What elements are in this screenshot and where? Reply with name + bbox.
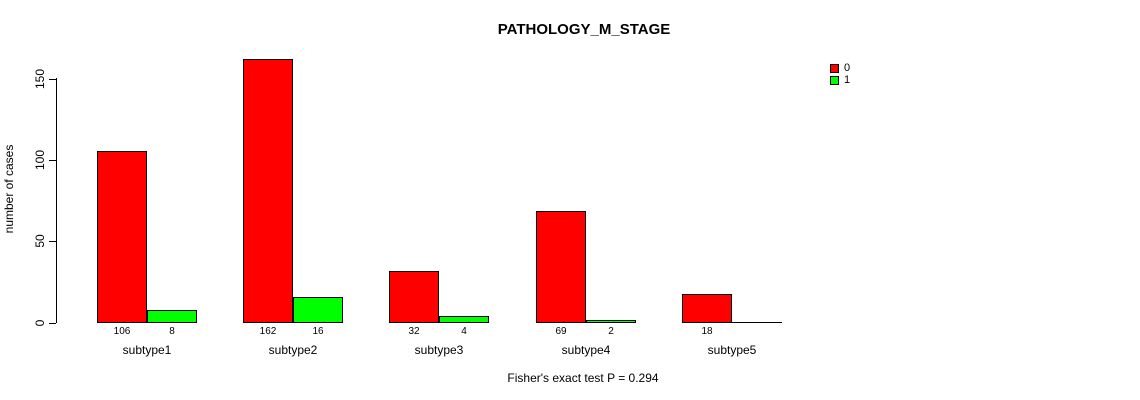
bar-subtype3-series0 bbox=[389, 271, 439, 323]
x-tick-label-subtype5: subtype5 bbox=[707, 343, 757, 357]
y-tick-label-100: 100 bbox=[33, 149, 47, 171]
legend-label: 1 bbox=[844, 74, 851, 86]
legend-label: 0 bbox=[844, 62, 851, 74]
chart-title: PATHOLOGY_M_STAGE bbox=[497, 21, 671, 38]
bar-count-label-subtype1-series1: 8 bbox=[169, 326, 175, 337]
y-tick-150 bbox=[49, 79, 56, 80]
bar-subtype4-series1 bbox=[586, 320, 636, 323]
bar-count-label-subtype2-series0: 162 bbox=[259, 326, 277, 337]
y-axis-line bbox=[56, 78, 57, 323]
y-tick-50 bbox=[49, 241, 56, 242]
bar-count-label-subtype3-series1: 4 bbox=[461, 326, 467, 337]
bar-subtype2-series0 bbox=[243, 59, 293, 323]
bar-count-label-subtype5-series0: 18 bbox=[701, 326, 713, 337]
x-tick-label-subtype3: subtype3 bbox=[414, 343, 464, 357]
legend-item-0: 0 bbox=[830, 62, 850, 74]
legend-swatch-icon bbox=[830, 75, 839, 85]
bar-subtype1-series1 bbox=[147, 310, 197, 323]
bar-count-label-subtype3-series0: 32 bbox=[408, 326, 420, 337]
bar-subtype5-series0 bbox=[682, 294, 732, 323]
bar-count-label-subtype1-series0: 106 bbox=[113, 326, 131, 337]
fisher-test-note: Fisher's exact test P = 0.294 bbox=[507, 371, 659, 385]
y-tick-label-0: 0 bbox=[33, 319, 47, 327]
bar-subtype3-series1 bbox=[439, 316, 489, 323]
bar-count-label-subtype4-series0: 69 bbox=[555, 326, 567, 337]
x-tick-label-subtype1: subtype1 bbox=[122, 343, 172, 357]
y-tick-100 bbox=[49, 160, 56, 161]
legend-swatch-icon bbox=[830, 63, 839, 73]
y-axis-label: number of cases bbox=[2, 144, 16, 234]
y-tick-label-50: 50 bbox=[33, 234, 47, 248]
y-tick-label-150: 150 bbox=[33, 68, 47, 90]
x-tick-label-subtype4: subtype4 bbox=[561, 343, 611, 357]
x-tick-label-subtype2: subtype2 bbox=[268, 343, 318, 357]
y-tick-0 bbox=[49, 323, 56, 324]
bar-count-label-subtype4-series1: 2 bbox=[608, 326, 614, 337]
legend-item-1: 1 bbox=[830, 74, 850, 86]
bar-subtype1-series0 bbox=[97, 151, 147, 323]
bar-subtype4-series0 bbox=[536, 211, 586, 323]
bar-subtype5-series1-zero bbox=[732, 322, 782, 323]
bar-subtype2-series1 bbox=[293, 297, 343, 323]
bar-count-label-subtype2-series1: 16 bbox=[312, 326, 324, 337]
